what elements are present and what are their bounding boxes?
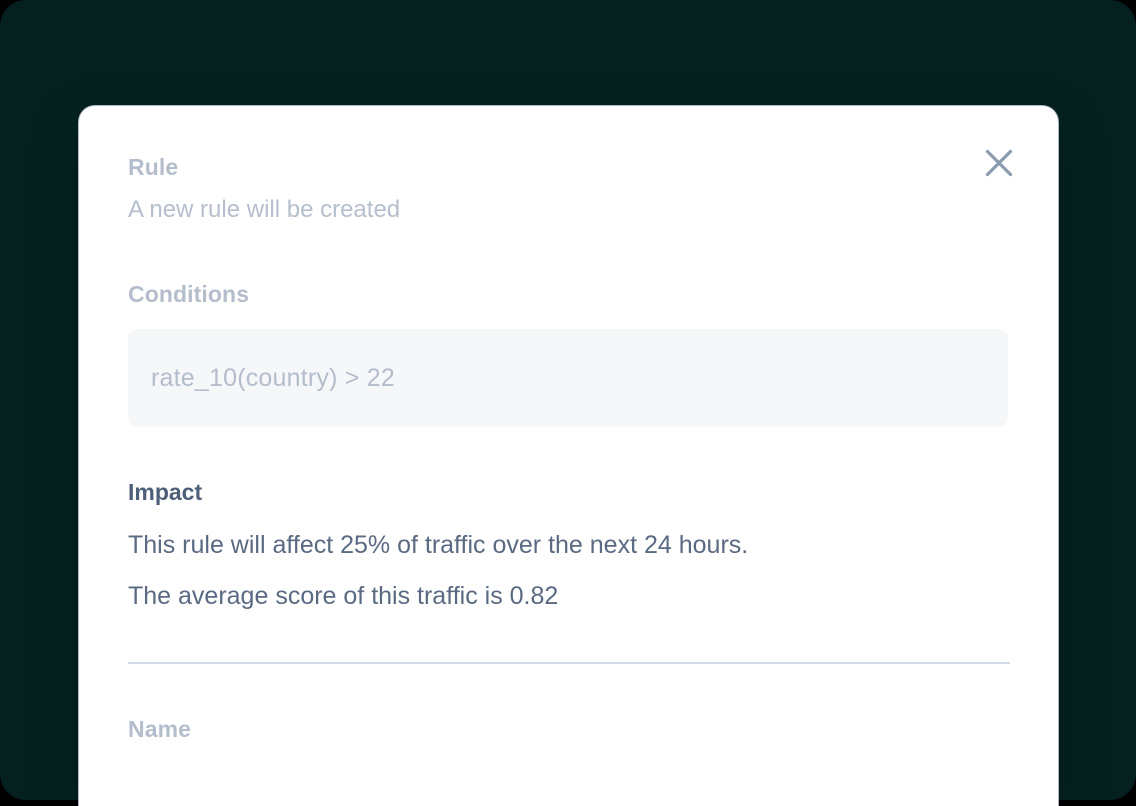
rule-section: Rule A new rule will be created xyxy=(128,154,1008,225)
name-heading: Name xyxy=(128,716,192,743)
condition-expression: rate_10(country) > 22 xyxy=(151,363,395,392)
rule-subtitle: A new rule will be created xyxy=(128,195,401,223)
impact-line-score: The average score of this traffic is 0.8… xyxy=(128,581,559,610)
impact-description: This rule will affect 25% of traffic ove… xyxy=(128,531,1008,611)
impact-heading: Impact xyxy=(128,479,203,506)
section-divider xyxy=(128,662,1010,665)
close-icon xyxy=(984,148,1014,178)
conditions-heading: Conditions xyxy=(128,280,250,307)
dialog-body: Rule A new rule will be created Conditio… xyxy=(79,106,1058,806)
name-section: Name xyxy=(128,716,1008,744)
conditions-section: Conditions rate_10(country) > 22 xyxy=(128,281,1008,428)
close-button[interactable] xyxy=(982,146,1016,180)
condition-input[interactable]: rate_10(country) > 22 xyxy=(128,329,1008,428)
rule-heading: Rule xyxy=(128,154,179,180)
impact-section: Impact This rule will affect 25% of traf… xyxy=(128,479,1008,610)
impact-line-traffic: This rule will affect 25% of traffic ove… xyxy=(128,530,749,559)
rule-dialog: Rule A new rule will be created Conditio… xyxy=(79,106,1058,806)
